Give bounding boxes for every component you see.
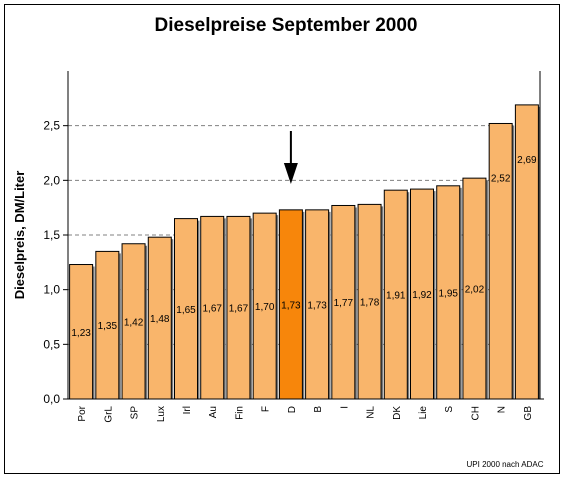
bar (514, 104, 539, 400)
data-label: 1,65 (176, 305, 196, 316)
data-label: 2,02 (465, 285, 485, 296)
x-category-label: Fin (234, 406, 245, 420)
data-label: 1,73 (281, 300, 301, 311)
y-tick-label: 0,5 (43, 337, 60, 351)
x-category-label: D (287, 406, 298, 413)
bars (69, 104, 541, 400)
data-label: 1,73 (307, 300, 327, 311)
data-label: 1,77 (334, 298, 354, 309)
y-tick-label: 1,0 (43, 283, 60, 297)
y-tick-label: 0,0 (43, 392, 60, 406)
y-tick-label: 1,5 (43, 228, 60, 242)
data-label: 1,48 (150, 314, 170, 325)
data-label: 1,23 (71, 328, 91, 339)
x-category-label: NL (366, 406, 377, 419)
source-note: UPI 2000 nach ADAC (467, 460, 544, 469)
bar (488, 122, 513, 400)
data-label: 1,91 (386, 291, 406, 302)
x-category-label: GrL (103, 406, 114, 423)
arrow-head (283, 163, 298, 184)
data-label: 1,95 (438, 288, 458, 299)
data-label: 1,78 (360, 298, 380, 309)
x-category-label: Lie (418, 406, 429, 420)
x-category-label: Por (77, 405, 88, 421)
data-labels: 1,23 1,35 1,42 1,48 1,65 1,67 1,67 1,70 1,73 1,73… (71, 155, 537, 339)
axes (63, 71, 544, 400)
x-category-label: CH (470, 406, 481, 420)
down-arrow-icon (283, 131, 298, 184)
data-label: 1,67 (202, 304, 222, 315)
data-label: 1,70 (255, 302, 275, 313)
data-label: 2,69 (517, 155, 537, 166)
data-label: 2,52 (491, 173, 511, 184)
data-label: 1,67 (229, 304, 249, 315)
y-tick-labels: 0,0 0,5 1,0 1,5 2,0 2,5 (43, 119, 60, 406)
y-tick-label: 2,0 (43, 173, 60, 187)
x-category-label: F (261, 406, 272, 412)
x-category-label: Lux (156, 406, 167, 422)
x-category-labels: Por GrL SP Lux Irl Au Fin F D B I NL DK Lie S CH N GB (77, 405, 534, 422)
x-category-label: GB (523, 406, 534, 421)
x-category-label: S (444, 406, 455, 413)
data-label: 1,35 (98, 321, 118, 332)
x-category-label: Au (208, 406, 219, 418)
x-category-label: SP (130, 406, 141, 420)
x-category-label: I (339, 406, 350, 409)
data-label: 1,92 (412, 290, 432, 301)
x-category-label: B (313, 406, 324, 413)
x-category-label: DK (392, 406, 403, 420)
data-label: 1,42 (124, 317, 144, 328)
y-axis-label: Dieselpreis, DM/Liter (12, 171, 27, 300)
x-category-label: Irl (182, 406, 193, 414)
chart-title: Dieselpreise September 2000 (155, 15, 418, 36)
x-category-label: N (497, 406, 508, 413)
y-tick-label: 2,5 (43, 119, 60, 133)
